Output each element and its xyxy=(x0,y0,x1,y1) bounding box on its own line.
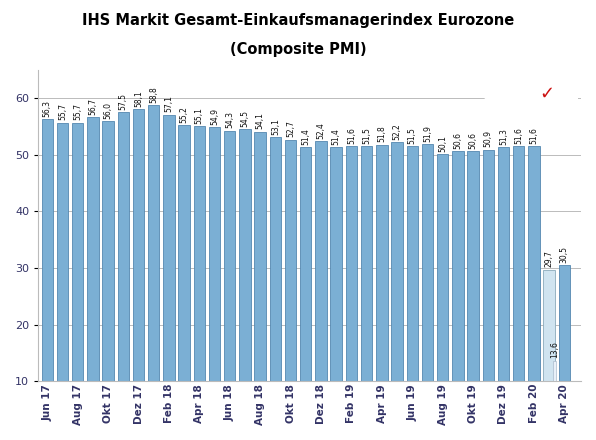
Text: stockstreet.de: stockstreet.de xyxy=(381,77,484,90)
Text: 50,6: 50,6 xyxy=(454,132,462,149)
Text: 50,6: 50,6 xyxy=(468,132,477,149)
Text: 54,9: 54,9 xyxy=(210,108,219,125)
Text: 51,6: 51,6 xyxy=(514,127,523,143)
Text: 51,4: 51,4 xyxy=(301,128,311,145)
Text: 51,5: 51,5 xyxy=(362,127,371,144)
Bar xyxy=(148,105,159,381)
Text: 52,2: 52,2 xyxy=(393,123,402,140)
Bar xyxy=(483,150,494,381)
Bar xyxy=(117,113,129,381)
Bar xyxy=(315,141,327,381)
Bar xyxy=(498,147,509,381)
Bar xyxy=(87,117,98,381)
Text: 54,3: 54,3 xyxy=(225,111,234,128)
Bar xyxy=(544,270,555,381)
Bar xyxy=(346,146,357,381)
Text: 51,6: 51,6 xyxy=(529,127,538,143)
Text: 30,5: 30,5 xyxy=(560,246,569,263)
Text: 56,3: 56,3 xyxy=(43,100,52,117)
Bar xyxy=(406,147,418,381)
Text: 51,9: 51,9 xyxy=(423,125,432,142)
Bar xyxy=(103,121,114,381)
Text: 55,7: 55,7 xyxy=(58,103,67,121)
Bar xyxy=(194,126,205,381)
Text: 51,5: 51,5 xyxy=(408,127,417,144)
Bar xyxy=(552,361,556,381)
Text: 57,5: 57,5 xyxy=(119,93,128,110)
Text: 51,3: 51,3 xyxy=(499,128,508,145)
Text: 58,1: 58,1 xyxy=(134,90,143,107)
Text: 56,7: 56,7 xyxy=(88,98,97,115)
Bar xyxy=(467,151,479,381)
Bar xyxy=(558,265,570,381)
Bar xyxy=(72,123,83,381)
Bar xyxy=(239,129,251,381)
Text: 51,6: 51,6 xyxy=(347,127,356,143)
Text: 54,5: 54,5 xyxy=(240,110,250,127)
Bar xyxy=(331,147,342,381)
Bar xyxy=(285,139,296,381)
Text: 57,1: 57,1 xyxy=(164,95,173,113)
Bar xyxy=(528,146,539,381)
Text: 58,8: 58,8 xyxy=(149,86,158,103)
Bar xyxy=(392,143,403,381)
Bar xyxy=(224,131,235,381)
Bar xyxy=(376,145,387,381)
Text: unabhängig • strategisch • trefflicher: unabhängig • strategisch • trefflicher xyxy=(381,106,513,112)
Bar xyxy=(254,132,266,381)
Bar xyxy=(361,147,372,381)
Text: (Composite PMI): (Composite PMI) xyxy=(229,42,367,57)
Bar xyxy=(163,115,175,381)
Bar xyxy=(209,127,221,381)
Bar xyxy=(178,125,190,381)
Circle shape xyxy=(483,76,596,110)
Text: 51,8: 51,8 xyxy=(377,126,386,143)
Text: 13,6: 13,6 xyxy=(550,341,559,359)
Text: 55,7: 55,7 xyxy=(73,103,82,121)
Text: 55,1: 55,1 xyxy=(195,107,204,124)
Bar xyxy=(422,144,433,381)
Text: 54,1: 54,1 xyxy=(256,113,265,129)
Text: 53,1: 53,1 xyxy=(271,118,280,135)
Text: 52,7: 52,7 xyxy=(286,121,295,137)
Bar xyxy=(300,147,312,381)
Text: 50,1: 50,1 xyxy=(438,135,447,152)
Text: IHS Markit Gesamt-Einkaufsmanagerindex Eurozone: IHS Markit Gesamt-Einkaufsmanagerindex E… xyxy=(82,13,514,28)
Bar xyxy=(57,123,68,381)
Bar xyxy=(513,146,524,381)
Text: 56,0: 56,0 xyxy=(104,102,113,119)
Bar xyxy=(269,137,281,381)
Text: 50,9: 50,9 xyxy=(484,131,493,147)
Text: ✓: ✓ xyxy=(539,84,554,103)
Text: 55,2: 55,2 xyxy=(179,106,188,123)
Text: 52,4: 52,4 xyxy=(316,122,325,139)
Text: 29,7: 29,7 xyxy=(545,250,554,268)
Text: 51,4: 51,4 xyxy=(332,128,341,145)
Bar xyxy=(452,151,464,381)
Bar xyxy=(437,154,448,381)
Bar xyxy=(42,119,53,381)
Bar xyxy=(133,109,144,381)
